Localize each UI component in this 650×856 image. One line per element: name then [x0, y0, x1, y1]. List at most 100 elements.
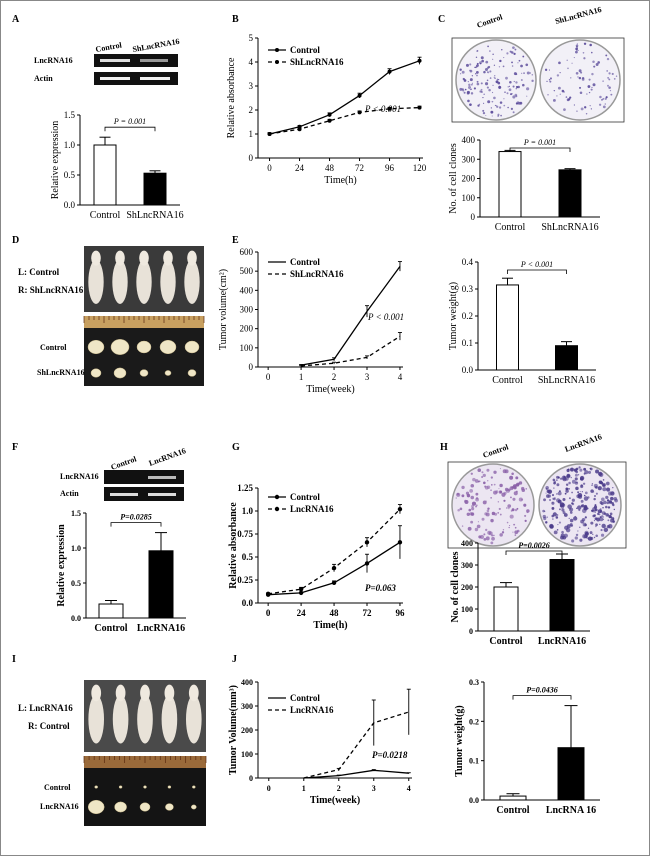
mouse-body: [112, 259, 128, 304]
colony: [526, 95, 528, 97]
colony: [505, 76, 508, 80]
colony: [487, 45, 489, 48]
mouse-head: [91, 250, 101, 266]
mouse-body: [136, 259, 152, 304]
colony: [490, 489, 492, 492]
mouse-head: [91, 684, 102, 702]
colony: [556, 74, 560, 77]
colony: [484, 68, 488, 72]
colony: [593, 519, 596, 522]
colony: [600, 533, 605, 537]
colony: [513, 72, 517, 76]
colony: [570, 476, 572, 479]
colony: [549, 524, 554, 529]
y-tick-label: 400: [462, 135, 476, 145]
colony: [531, 79, 534, 83]
colony: [604, 103, 607, 105]
significance-bracket: [505, 550, 563, 555]
x-tick-label: ShLncRNA16: [541, 222, 598, 233]
data-point: [387, 106, 392, 111]
y-tick-label: 100: [461, 605, 473, 614]
y-tick-label: 1.25: [237, 483, 253, 493]
colony: [551, 501, 555, 505]
colony: [498, 85, 501, 87]
colony: [476, 74, 478, 77]
y-tick-label: 0: [471, 212, 476, 222]
legend-label: LncRNA16: [290, 705, 334, 715]
colony: [574, 536, 578, 540]
colony: [568, 497, 571, 500]
colony: [521, 486, 525, 491]
legend-label: Control: [290, 693, 320, 703]
colony: [606, 499, 610, 502]
colony: [490, 541, 494, 545]
plate-H-control: [451, 463, 535, 547]
colony: [599, 523, 601, 525]
colony: [579, 468, 583, 472]
colony: [486, 71, 489, 73]
colony: [606, 70, 608, 72]
p-value-annotation: P < 0.001: [520, 260, 553, 269]
colony: [491, 536, 495, 541]
colony: [464, 500, 469, 504]
x-tick-label: 24: [297, 608, 307, 618]
x-tick-label: 24: [295, 163, 305, 173]
colony: [462, 77, 465, 81]
panel-letter-A: A: [12, 14, 20, 25]
y-axis-label: Relative expression: [50, 121, 61, 200]
colony: [594, 508, 598, 512]
data-point: [387, 69, 392, 74]
colony: [594, 517, 598, 521]
mouse-head: [163, 250, 173, 266]
mice-I: [88, 684, 202, 744]
legend-label: LncRNA16: [290, 504, 334, 514]
y-tick-label: 0.1: [462, 338, 473, 348]
colony: [558, 61, 561, 65]
bar: [549, 559, 575, 632]
tumor: [143, 785, 147, 789]
colony: [613, 508, 615, 511]
colony: [581, 518, 586, 522]
colony: [606, 501, 610, 505]
data-point: [267, 132, 272, 136]
x-tick-label: LncRNA16: [137, 623, 185, 634]
colony: [485, 528, 488, 532]
colony: [466, 493, 471, 498]
colony: [504, 91, 506, 93]
y-tick-label: 100: [240, 343, 254, 353]
colony: [459, 507, 463, 511]
significance-bracket: [507, 269, 567, 274]
colony: [468, 508, 472, 512]
colony: [513, 491, 518, 496]
colony: [486, 79, 489, 82]
colony: [515, 81, 518, 84]
colony: [582, 522, 587, 527]
colony: [483, 537, 487, 541]
legend-marker: [274, 506, 280, 512]
colony: [462, 89, 465, 92]
blot-F-row-lnc: LncRNA16: [60, 472, 99, 481]
y-tick-label: 400: [461, 539, 473, 548]
data-point: [364, 540, 370, 545]
y-tick-label: 3: [249, 81, 254, 91]
colony: [514, 530, 519, 535]
data-point: [397, 540, 403, 545]
colony: [510, 93, 513, 96]
colony: [551, 493, 555, 497]
colony: [492, 53, 494, 55]
colony: [466, 92, 470, 95]
colony: [559, 93, 561, 95]
colony: [576, 43, 578, 45]
colony: [491, 115, 493, 117]
colony: [605, 54, 608, 57]
y-tick-label: 200: [461, 583, 473, 592]
tumor: [114, 801, 127, 813]
legend-label: ShLncRNA16: [290, 57, 344, 67]
tumors-D: [87, 339, 200, 379]
colony: [557, 86, 561, 90]
colony: [601, 482, 606, 488]
colony: [552, 512, 557, 517]
mouse-body: [161, 694, 178, 744]
tumor: [136, 340, 152, 354]
legend-marker: [275, 48, 279, 52]
